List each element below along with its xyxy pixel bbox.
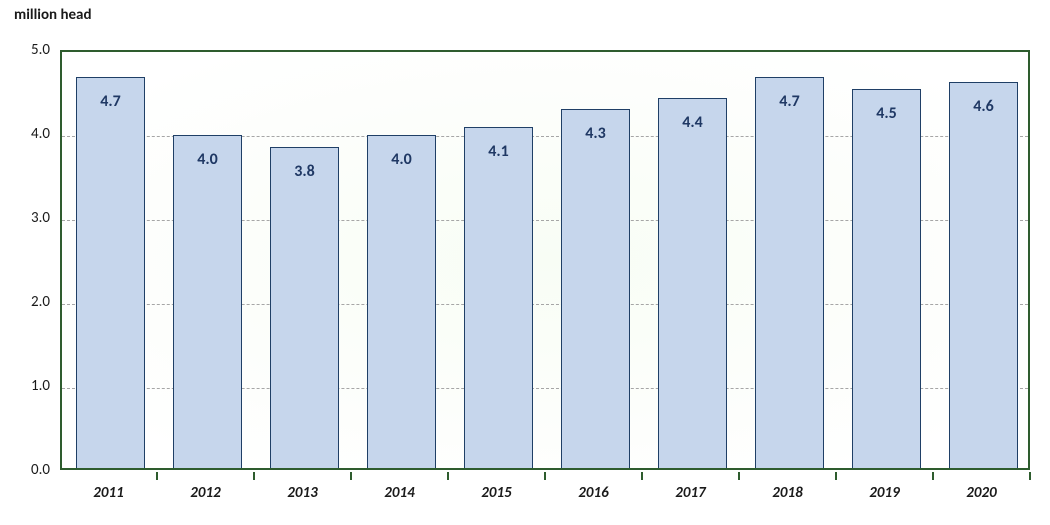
x-tick-mark: [835, 472, 837, 480]
bar: 4.0: [173, 135, 243, 468]
x-tick-mark: [1029, 472, 1031, 480]
bar: 4.0: [367, 135, 437, 468]
bar: 4.4: [658, 98, 728, 468]
bar-value-label: 4.6: [950, 97, 1018, 116]
bar: 4.5: [852, 89, 922, 468]
bar: 4.7: [76, 77, 146, 468]
x-tick-mark: [350, 472, 352, 480]
y-tick-label: 2.0: [0, 293, 50, 311]
x-tick-label: 2016: [545, 484, 642, 502]
bars-layer: 4.7 4.0 3.8 4.0 4.1 4.3 4.4 4.7 4.5 4.6: [62, 52, 1028, 468]
x-tick-label: 2020: [933, 484, 1030, 502]
x-tick-label: 2019: [836, 484, 933, 502]
x-tick-label: 2011: [60, 484, 157, 502]
y-tick-label: 3.0: [0, 209, 50, 227]
y-axis-title: million head: [14, 6, 92, 24]
x-tick-mark: [544, 472, 546, 480]
x-tick-mark: [253, 472, 255, 480]
bar: 4.1: [464, 127, 534, 468]
y-tick-label: 4.0: [0, 125, 50, 143]
x-tick-mark: [932, 472, 934, 480]
bar-value-label: 4.7: [756, 92, 824, 111]
bar-value-label: 4.0: [368, 150, 436, 169]
x-tick-mark: [156, 472, 158, 480]
bar-value-label: 4.3: [562, 124, 630, 143]
bar-value-label: 4.0: [174, 150, 242, 169]
plot-area: 4.7 4.0 3.8 4.0 4.1 4.3 4.4 4.7 4.5 4.6: [60, 50, 1030, 470]
y-tick-label: 0.0: [0, 461, 50, 479]
bar: 4.3: [561, 109, 631, 468]
bar-value-label: 4.4: [659, 113, 727, 132]
x-tick-label: 2017: [642, 484, 739, 502]
bar-chart: million head 4.7 4.0 3.8 4.0 4.1 4.3 4.4 4.7 4.5…: [0, 0, 1050, 525]
bar-value-label: 3.8: [271, 162, 339, 181]
bar-value-label: 4.1: [465, 142, 533, 161]
bar-value-label: 4.7: [77, 92, 145, 111]
x-tick-label: 2013: [254, 484, 351, 502]
bar: 3.8: [270, 147, 340, 468]
bar-value-label: 4.5: [853, 104, 921, 123]
y-tick-label: 1.0: [0, 377, 50, 395]
bar: 4.7: [755, 77, 825, 468]
bar: 4.6: [949, 82, 1019, 468]
x-tick-mark: [738, 472, 740, 480]
x-tick-label: 2018: [739, 484, 836, 502]
x-tick-label: 2014: [351, 484, 448, 502]
x-tick-mark: [447, 472, 449, 480]
x-tick-label: 2012: [157, 484, 254, 502]
y-tick-label: 5.0: [0, 41, 50, 59]
x-tick-mark: [641, 472, 643, 480]
x-tick-label: 2015: [448, 484, 545, 502]
